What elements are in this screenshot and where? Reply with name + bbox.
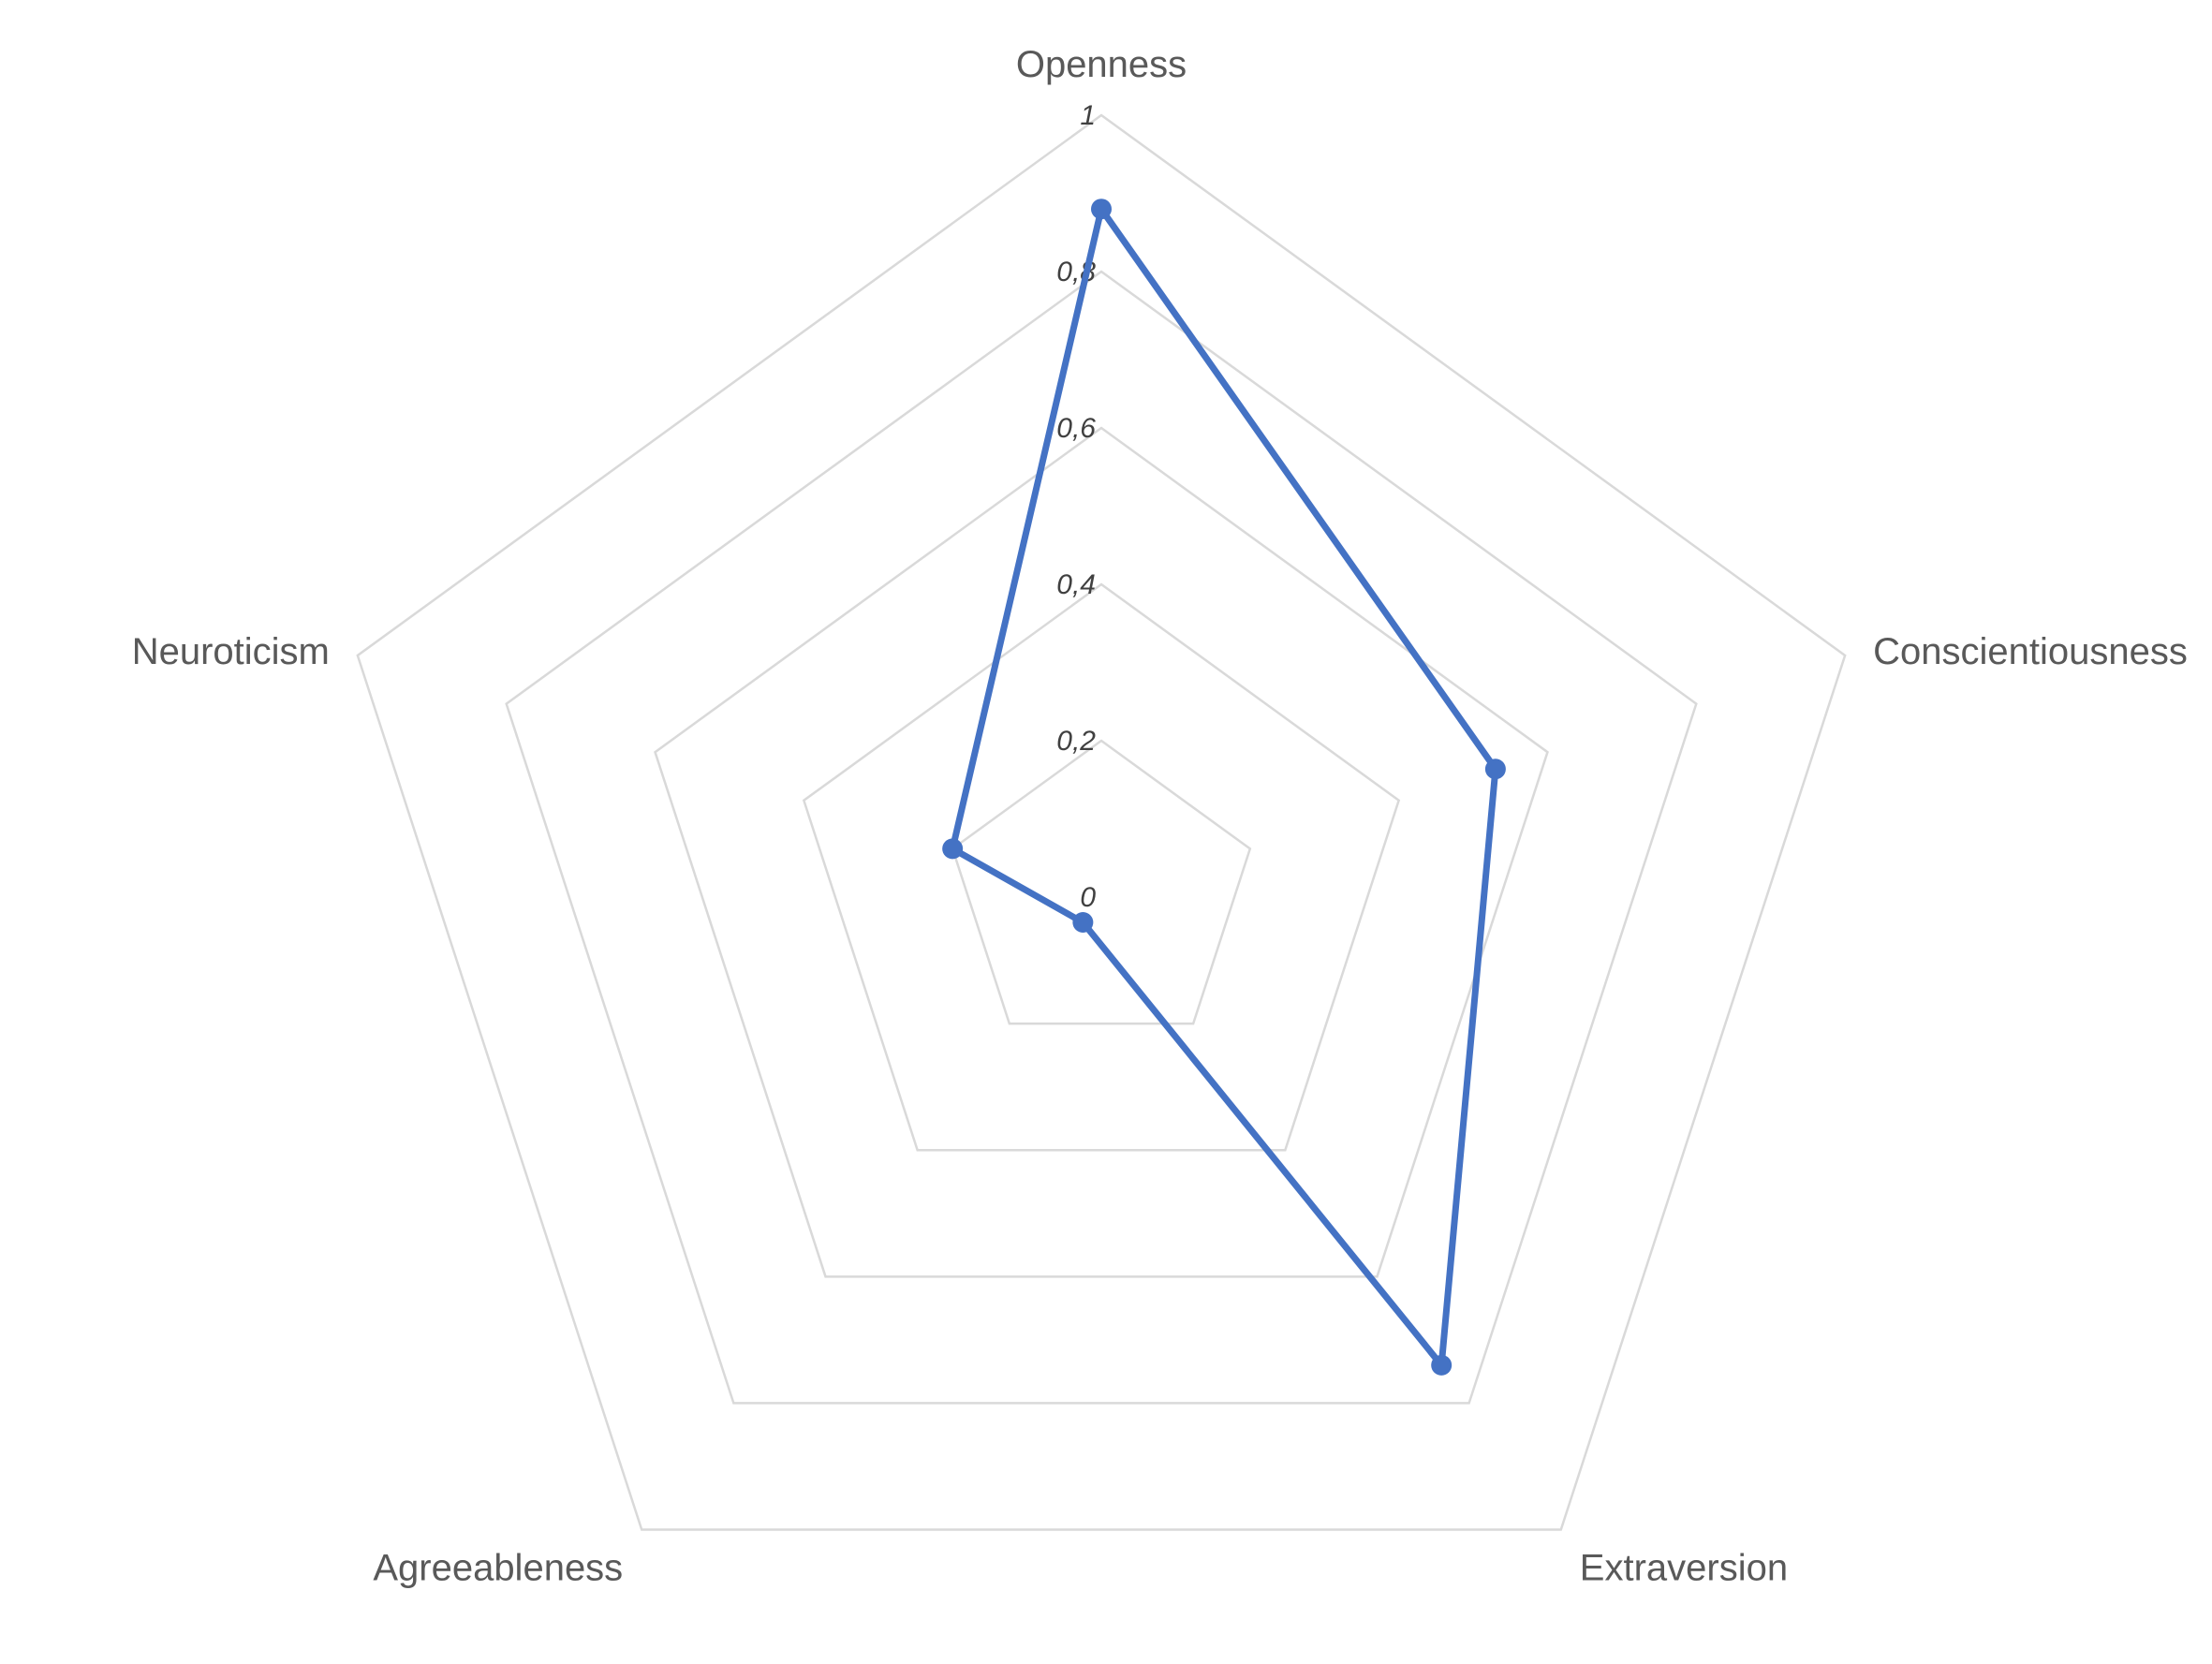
tick-label: 0,4	[1056, 569, 1096, 600]
grid-ring-2	[802, 582, 1401, 1152]
data-point	[1431, 1354, 1453, 1376]
category-label: Extraversion	[1580, 1548, 1788, 1589]
category-label-layer: Openness Conscientiousness Extraversion Agr…	[132, 44, 2188, 1589]
tick-label: 0,2	[1056, 726, 1096, 757]
tick-label: 0,6	[1056, 413, 1096, 444]
data-point	[1072, 912, 1094, 934]
data-point	[942, 838, 964, 860]
category-label: Conscientiousness	[1873, 631, 2188, 672]
category-label: Agreeableness	[373, 1548, 623, 1589]
series-layer	[942, 199, 1506, 1376]
series-line	[949, 205, 1499, 1369]
category-label: Openness	[1016, 44, 1187, 85]
grid-ring-3	[654, 426, 1549, 1278]
data-point	[1484, 758, 1506, 780]
tick-label: 0	[1080, 882, 1096, 913]
tick-label: 1	[1080, 100, 1096, 131]
data-point	[1091, 199, 1112, 220]
category-label: Neuroticism	[132, 631, 330, 672]
tick-label-layer: 00,20,40,60,81	[1056, 100, 1096, 913]
grid-ring-5	[356, 113, 1847, 1531]
grid-ring-4	[505, 270, 1698, 1405]
grid-layer	[356, 113, 1847, 1531]
grid-ring-1	[951, 739, 1252, 1025]
